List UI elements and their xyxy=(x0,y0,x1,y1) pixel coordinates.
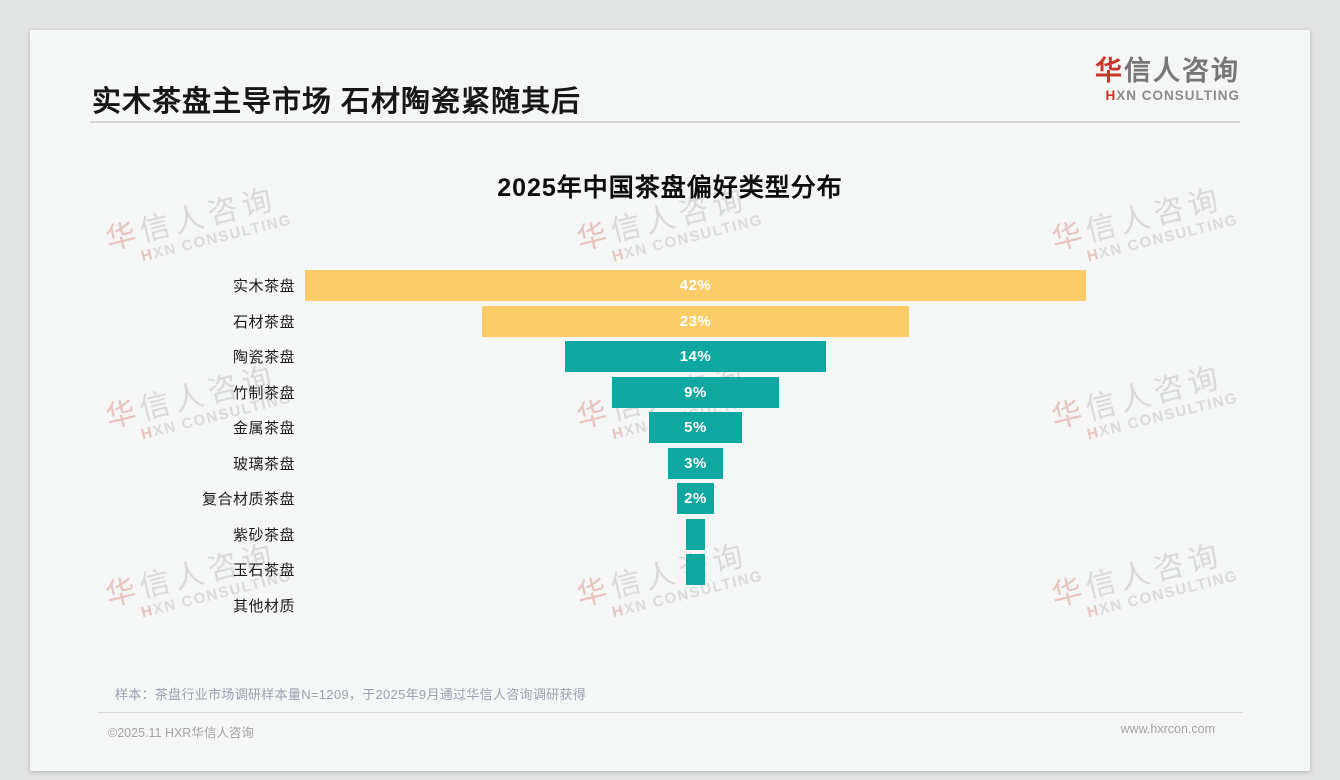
category-label: 玻璃茶盘 xyxy=(232,455,295,473)
bar-value-label: 23% xyxy=(679,312,712,330)
chart-row: 紫砂茶盘 xyxy=(30,517,1310,553)
bar-zone: 14% xyxy=(305,341,1086,373)
bar-zone: 5% xyxy=(305,412,1086,444)
website-link[interactable]: www.hxrcon.com xyxy=(1120,722,1215,736)
chart-row: 陶瓷茶盘 14% xyxy=(30,339,1310,375)
logo-en-accent-char: H xyxy=(1105,88,1117,104)
bar: 42% xyxy=(305,270,1086,302)
bar-zone: 23% xyxy=(305,305,1086,337)
page-title: 实木茶盘主导市场 石材陶瓷紧随其后 xyxy=(92,86,582,118)
bar: 9% xyxy=(611,376,780,408)
bar: 2% xyxy=(676,483,715,515)
category-label: 实木茶盘 xyxy=(232,278,295,296)
bar: 14% xyxy=(565,341,826,373)
category-label: 金属茶盘 xyxy=(232,420,295,438)
logo-english-name: HXN CONSULTING xyxy=(1095,88,1240,104)
chart-row: 石材茶盘 23% xyxy=(30,304,1310,340)
bar-value-label: 2% xyxy=(684,490,707,508)
bar-zone xyxy=(305,518,1086,550)
bar-zone: 9% xyxy=(305,376,1086,408)
logo-zh-rest: 信人咨询 xyxy=(1124,56,1240,86)
bar-zone: 42% xyxy=(305,270,1086,302)
logo-en-rest: XN CONSULTING xyxy=(1116,88,1240,104)
bar-value-label: 42% xyxy=(679,277,712,295)
chart-row: 其他材质 xyxy=(30,588,1310,624)
bar-value-label: 14% xyxy=(679,348,712,366)
bar: 5% xyxy=(649,412,742,444)
bar: 3% xyxy=(667,447,724,479)
chart-title: 2025年中国茶盘偏好类型分布 xyxy=(497,174,843,202)
category-label: 复合材质茶盘 xyxy=(201,491,295,509)
bar xyxy=(686,518,705,550)
bar-zone xyxy=(305,554,1086,586)
logo-chinese-name: 华信人咨询 xyxy=(1095,56,1240,87)
footer-divider xyxy=(98,712,1243,713)
bar-value-label: 5% xyxy=(684,419,707,437)
category-label: 玉石茶盘 xyxy=(232,562,295,580)
category-label: 陶瓷茶盘 xyxy=(232,349,295,367)
chart-row: 金属茶盘 5% xyxy=(30,410,1310,446)
chart-row: 玻璃茶盘 3% xyxy=(30,446,1310,482)
copyright-text: ©2025.11 HXR华信人咨询 xyxy=(108,726,254,740)
sample-footnote: 样本：茶盘行业市场调研样本量N=1209，于2025年9月通过华信人咨询调研获得 xyxy=(115,687,587,702)
chart-row: 玉石茶盘 xyxy=(30,552,1310,588)
category-label: 竹制茶盘 xyxy=(232,384,295,402)
bar-zone: 3% xyxy=(305,447,1086,479)
page-footer: ©2025.11 HXR华信人咨询 www.hxrcon.com xyxy=(108,722,1215,741)
bar-zone: 2% xyxy=(305,483,1086,515)
bar-value-label: 9% xyxy=(684,383,707,401)
header-divider xyxy=(90,121,1240,123)
category-label: 其他材质 xyxy=(232,597,295,615)
logo-accent-char: 华 xyxy=(1095,56,1124,86)
bar xyxy=(686,554,705,586)
bar: 23% xyxy=(481,305,910,337)
category-label: 紫砂茶盘 xyxy=(232,526,295,544)
chart-row: 复合材质茶盘 2% xyxy=(30,481,1310,517)
category-label: 石材茶盘 xyxy=(232,313,295,331)
chart-row: 竹制茶盘 9% xyxy=(30,375,1310,411)
bar-value-label: 3% xyxy=(684,454,707,472)
report-card: 华信人咨询 HXN CONSULTING 华信人咨询 HXN CONSULTING 华信… xyxy=(30,30,1310,771)
company-logo: 华信人咨询 HXN CONSULTING xyxy=(1095,56,1240,104)
funnel-chart: 实木茶盘 42% 石材茶盘 23% 陶瓷茶盘 14% 竹制茶盘 9% 金属茶盘 5% 玻璃茶盘 3% 复… xyxy=(30,268,1310,623)
chart-row: 实木茶盘 42% xyxy=(30,268,1310,304)
